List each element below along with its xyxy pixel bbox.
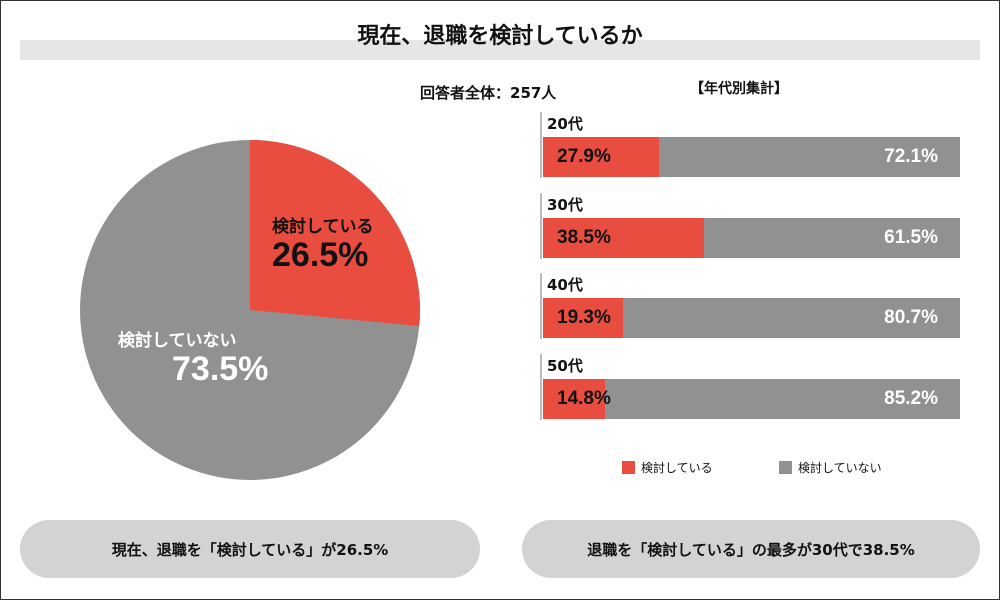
bar-value-not-considering: 85.2% xyxy=(884,388,938,409)
legend-swatch xyxy=(779,461,792,474)
legend-swatch xyxy=(622,461,635,474)
legend-item-considering: 検討している xyxy=(622,459,713,476)
pie-slice-considering xyxy=(250,140,420,326)
legend-label: 検討している xyxy=(641,461,713,475)
pie-value-considering: 26.5% xyxy=(272,236,369,274)
bar-segment-considering xyxy=(543,379,605,419)
pie-value-not-considering: 73.5% xyxy=(172,350,269,388)
bar-category-label: 20代 xyxy=(547,115,583,133)
bar-axis-line xyxy=(540,193,542,259)
bar-row: 38.5% 61.5% xyxy=(543,218,960,258)
bar-category-label: 40代 xyxy=(547,276,583,294)
pie-label-considering: 検討している xyxy=(272,217,374,237)
bar-category-label: 50代 xyxy=(547,357,583,375)
total-respondents: 回答者全体：257人 xyxy=(420,84,557,102)
bar-row: 27.9% 72.1% xyxy=(543,137,960,177)
pie-chart xyxy=(80,140,420,480)
bar-segment-considering xyxy=(543,218,704,258)
bar-value-not-considering: 80.7% xyxy=(884,307,938,328)
legend-label: 検討していない xyxy=(798,461,882,475)
bar-value-considering: 27.9% xyxy=(557,146,611,167)
bar-value-considering: 19.3% xyxy=(557,307,611,328)
bar-category-label: 30代 xyxy=(547,196,583,214)
title-band xyxy=(20,40,980,60)
bar-value-not-considering: 72.1% xyxy=(884,146,938,167)
bar-value-not-considering: 61.5% xyxy=(884,227,938,248)
bar-axis-line xyxy=(540,273,542,339)
bar-axis-line xyxy=(540,354,542,420)
bar-axis-line xyxy=(540,112,542,178)
pie-label-not-considering: 検討していない xyxy=(118,331,237,351)
summary-pill-overall: 現在、退職を「検討している」が26.5% xyxy=(20,520,480,578)
bar-segment-considering xyxy=(543,298,624,338)
bar-row: 19.3% 80.7% xyxy=(543,298,960,338)
bar-value-considering: 38.5% xyxy=(557,227,611,248)
bar-value-considering: 14.8% xyxy=(557,388,611,409)
bar-row: 14.8% 85.2% xyxy=(543,379,960,419)
legend-item-not-considering: 検討していない xyxy=(779,459,882,476)
page-title: 現在、退職を検討しているか xyxy=(357,24,643,49)
by-age-heading: 【年代別集計】 xyxy=(690,81,788,97)
summary-pill-by-age: 退職を「検討している」の最多が30代で38.5% xyxy=(522,520,980,578)
bar-segment-considering xyxy=(543,137,660,177)
